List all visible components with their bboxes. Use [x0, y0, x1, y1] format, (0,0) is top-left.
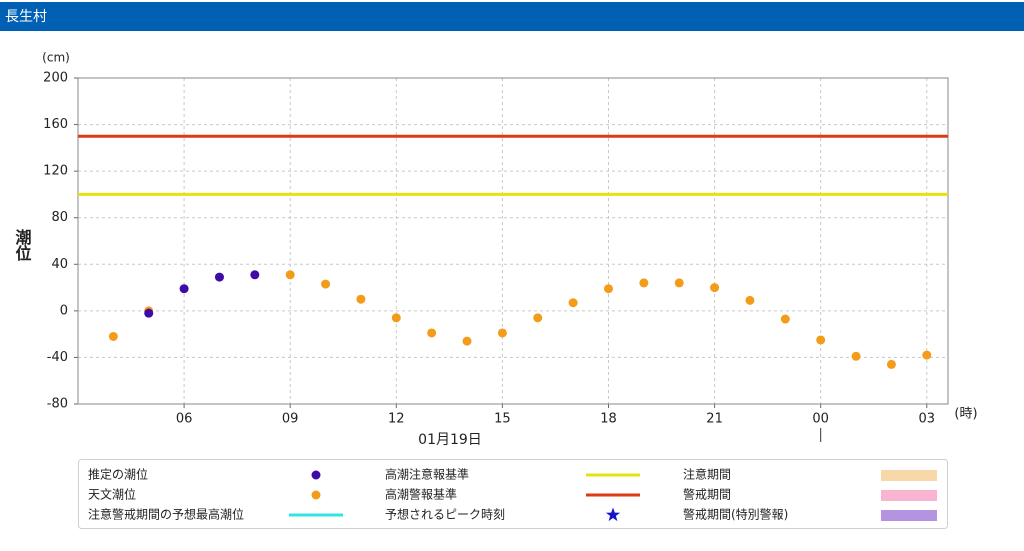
header-bar	[0, 2, 1024, 31]
y-tick-label: 120	[43, 164, 68, 179]
legend-label: 高潮警報基準	[385, 487, 457, 502]
x-unit: (時)	[954, 407, 977, 422]
data-point	[356, 294, 366, 304]
legend-marker	[605, 507, 621, 522]
header-title: 長生村	[5, 9, 47, 25]
legend-marker	[881, 510, 937, 521]
legend-marker	[881, 470, 937, 481]
plot-frame	[77, 77, 949, 405]
legend-label: 注意警戒期間の予想最高潮位	[88, 507, 244, 522]
legend-label: 警戒期間(特別警報)	[683, 507, 788, 522]
data-point	[780, 314, 790, 324]
legend-label: 高潮注意報基準	[385, 467, 469, 482]
y-tick-label: 40	[51, 257, 68, 272]
data-point	[497, 328, 507, 338]
data-point	[674, 278, 684, 288]
legend-marker	[311, 490, 321, 500]
y-tick-label: 200	[43, 71, 68, 86]
data-point	[321, 279, 331, 289]
data-point	[179, 284, 189, 294]
legend-label: 予想されるピーク時刻	[385, 507, 505, 522]
data-point	[214, 272, 224, 282]
y-tick-label: 160	[43, 117, 68, 132]
legend-label: 警戒期間	[683, 487, 731, 502]
data-point	[391, 313, 401, 323]
legend-label: 推定の潮位	[88, 467, 148, 482]
data-point	[144, 308, 154, 318]
x-tick-label: 06	[176, 412, 193, 427]
data-point	[568, 298, 578, 308]
x-tick-label: 12	[388, 412, 405, 427]
y-tick-label: 80	[51, 210, 68, 225]
y-unit: (cm)	[42, 51, 70, 65]
data-point	[639, 278, 649, 288]
legend-marker	[311, 470, 321, 480]
data-point	[603, 284, 613, 294]
x-tick-label: 09	[282, 412, 299, 427]
legend-label: 天文潮位	[88, 487, 136, 502]
data-point	[886, 359, 896, 369]
data-point	[851, 351, 861, 361]
data-point	[745, 295, 755, 305]
x-tick-label: 00	[812, 412, 829, 427]
data-point	[462, 336, 472, 346]
data-point	[922, 350, 932, 360]
y-tick-label: -40	[47, 350, 68, 365]
data-point	[250, 270, 260, 280]
date-label: 01月19日	[418, 432, 482, 448]
x-tick-label: 03	[919, 412, 936, 427]
data-point	[108, 331, 118, 341]
y-tick-label: 0	[60, 303, 68, 318]
data-point	[427, 328, 437, 338]
x-tick-label: 15	[494, 412, 511, 427]
data-point	[285, 270, 295, 280]
x-tick-label: 18	[600, 412, 617, 427]
y-tick-label: -80	[47, 397, 68, 412]
legend-label: 注意期間	[683, 467, 731, 482]
y-label: 潮位	[13, 228, 32, 262]
data-point	[710, 283, 720, 293]
data-point	[533, 313, 543, 323]
data-point	[816, 335, 826, 345]
legend-box	[78, 459, 948, 529]
legend-marker	[881, 490, 937, 501]
x-tick-label: 21	[706, 412, 723, 427]
